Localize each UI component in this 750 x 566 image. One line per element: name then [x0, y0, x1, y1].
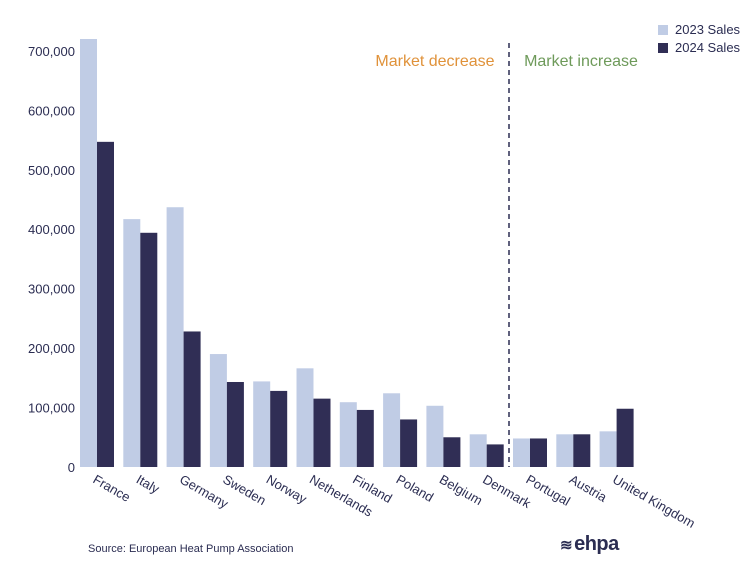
bar-sweden-2023	[209, 354, 227, 467]
bar-austria-2023	[556, 434, 574, 467]
bar-denmark-2024	[486, 444, 504, 467]
bar-denmark-2023	[469, 434, 487, 467]
legend: 2023 Sales 2024 Sales	[658, 22, 741, 55]
ehpa-logo: ≋ ehpa	[560, 533, 619, 556]
x-axis-ticks: France Italy GermanySwedenNorwayNetherland…	[91, 472, 698, 531]
bar-netherlands-2023	[296, 368, 314, 467]
y-tick-label: 700,000	[28, 44, 75, 59]
legend-label-2023: 2023 Sales	[675, 22, 741, 37]
y-tick-label: 0	[68, 460, 75, 475]
bar-poland-2024	[400, 419, 418, 467]
bar-france-2024	[97, 141, 114, 468]
bars-group	[80, 39, 634, 468]
logo-text: ehpa	[574, 533, 619, 555]
y-tick-label: 100,000	[28, 401, 75, 416]
x-tick-label: Italy	[134, 472, 163, 497]
bar-belgium-2024	[443, 437, 461, 467]
bar-norway-2023	[253, 381, 271, 467]
bar-austria-2024	[573, 434, 591, 467]
legend-swatch-2024	[658, 43, 668, 53]
y-tick-label: 400,000	[28, 222, 75, 237]
bar-norway-2024	[270, 390, 288, 467]
source-note: Source: European Heat Pump Association	[88, 543, 294, 555]
y-axis-ticks: 0 100,000 200,000 300,000 400,000 500,000 600,…	[28, 44, 75, 475]
x-tick-label: Belgium	[437, 472, 485, 508]
bar-germany-2024	[183, 331, 201, 467]
bar-germany-2023	[166, 207, 184, 467]
wave-icon: ≋	[560, 536, 573, 554]
bar-united-kingdom-2023	[599, 431, 617, 467]
x-tick-label: France	[91, 472, 134, 505]
bar-finland-2024	[356, 409, 374, 467]
x-tick-label: Germany	[177, 472, 231, 512]
bar-netherlands-2024	[313, 398, 331, 467]
legend-swatch-2023	[658, 25, 668, 35]
bar-poland-2023	[383, 393, 401, 467]
x-tick-label: Poland	[394, 472, 437, 505]
bar-portugal-2024	[530, 438, 547, 467]
x-tick-label: Norway	[264, 472, 310, 507]
x-tick-label: Portugal	[524, 472, 574, 509]
bar-portugal-2023	[513, 438, 530, 467]
bar-finland-2023	[339, 402, 357, 467]
bar-france-2023	[80, 39, 97, 467]
bar-sweden-2024	[226, 381, 244, 467]
bar-italy-2023	[123, 219, 141, 467]
market-increase-label: Market increase	[524, 53, 638, 70]
x-tick-label: Austria	[567, 472, 610, 506]
y-tick-label: 200,000	[28, 341, 75, 356]
y-tick-label: 500,000	[28, 163, 75, 178]
legend-label-2024: 2024 Sales	[675, 40, 741, 55]
x-tick-label: Denmark	[480, 472, 534, 512]
bar-belgium-2023	[426, 405, 444, 467]
bar-united-kingdom-2024	[616, 408, 634, 467]
bar-italy-2024	[140, 232, 158, 467]
market-decrease-label: Market decrease	[375, 53, 494, 70]
x-tick-label: United Kingdom	[610, 472, 698, 531]
y-tick-label: 600,000	[28, 103, 75, 118]
y-tick-label: 300,000	[28, 282, 75, 297]
